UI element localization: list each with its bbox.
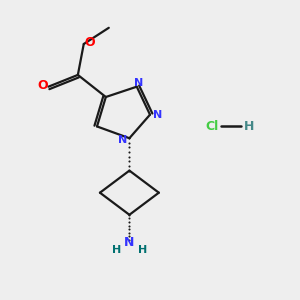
Text: N: N	[134, 78, 144, 88]
Text: Cl: Cl	[205, 120, 218, 133]
Text: N: N	[153, 110, 162, 120]
Text: H: H	[112, 245, 121, 255]
Text: N: N	[124, 236, 135, 249]
Text: O: O	[84, 36, 95, 49]
Text: H: H	[138, 245, 147, 255]
Text: H: H	[244, 120, 254, 133]
Text: O: O	[37, 79, 48, 92]
Text: N: N	[118, 135, 128, 145]
